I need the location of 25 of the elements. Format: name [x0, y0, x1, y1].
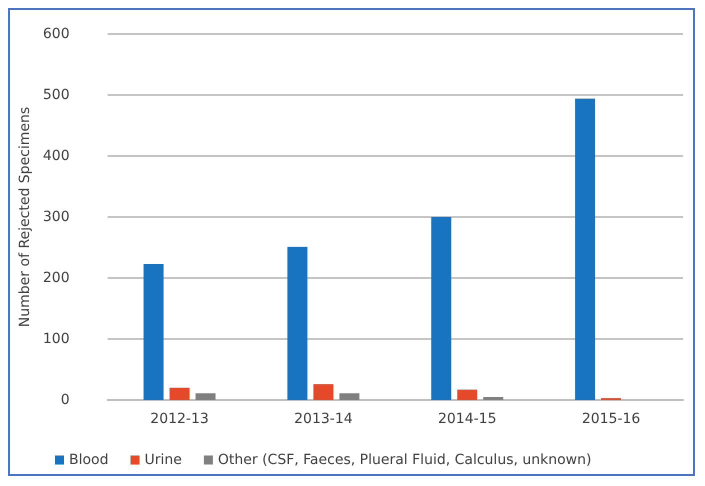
bar	[287, 246, 308, 400]
bar	[144, 264, 164, 400]
bar	[339, 393, 360, 400]
bar	[575, 98, 596, 400]
y-tick-label: 0	[60, 392, 70, 408]
bar	[483, 396, 504, 400]
x-tick-label: 2014-15	[438, 411, 496, 427]
bar	[313, 384, 334, 400]
y-axis-title: Number of Rejected Specimens	[17, 106, 33, 328]
bar	[457, 390, 478, 400]
y-tick-label: 100	[42, 331, 70, 347]
x-tick-label: 2012-13	[150, 411, 209, 427]
legend-label: Other (CSF, Faeces, Plueral Fluid, Calculus, unknown)	[218, 452, 592, 468]
x-tick-label: 2013-14	[294, 411, 353, 427]
x-tick-label: 2015-16	[582, 411, 640, 427]
bar	[170, 388, 190, 400]
legend-label: Blood	[69, 452, 109, 468]
y-tick-label: 200	[42, 270, 70, 286]
y-tick-label: 400	[42, 148, 70, 164]
y-tick-label: 600	[42, 26, 70, 42]
y-tick-label: 300	[42, 209, 70, 225]
y-tick-label: 500	[42, 87, 70, 103]
bar	[196, 393, 216, 400]
bar	[431, 217, 452, 400]
legend-label: Urine	[144, 452, 182, 468]
